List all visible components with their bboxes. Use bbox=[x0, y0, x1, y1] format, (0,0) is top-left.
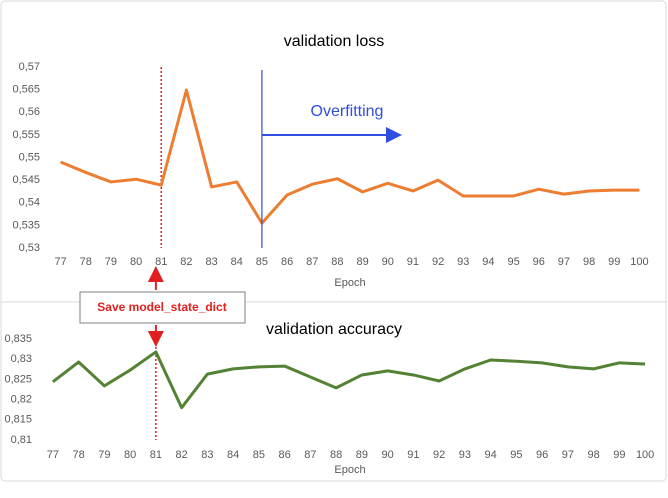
x-tick-label: 80 bbox=[124, 449, 136, 461]
save-box bbox=[79, 291, 246, 324]
x-tick-label: 83 bbox=[205, 256, 217, 268]
y-tick-label: 0,835 bbox=[4, 333, 32, 345]
x-tick-label: 91 bbox=[407, 256, 419, 268]
x-tick-label: 85 bbox=[253, 449, 265, 461]
x-tick-label: 78 bbox=[73, 449, 85, 461]
y-tick-label: 0,825 bbox=[4, 373, 32, 385]
y-tick-label: 0,82 bbox=[11, 394, 32, 406]
y-tick-label: 0,54 bbox=[19, 197, 40, 209]
x-tick-label: 81 bbox=[150, 449, 162, 461]
x-tick-label: 79 bbox=[105, 256, 117, 268]
x-tick-label: 94 bbox=[485, 449, 497, 461]
x-tick-label: 98 bbox=[588, 449, 600, 461]
x-tick-label: 97 bbox=[558, 256, 570, 268]
y-tick-label: 0,815 bbox=[4, 414, 32, 426]
x-tick-label: 82 bbox=[176, 449, 188, 461]
x-tick-label: 89 bbox=[356, 256, 368, 268]
x-tick-label: 78 bbox=[80, 256, 92, 268]
x-tick-label: 77 bbox=[54, 256, 66, 268]
x-tick-label: 92 bbox=[432, 256, 444, 268]
x-tick-label: 77 bbox=[47, 449, 59, 461]
x-tick-label: 88 bbox=[331, 256, 343, 268]
x-tick-label: 82 bbox=[180, 256, 192, 268]
x-tick-label: 92 bbox=[433, 449, 445, 461]
x-tick-label: 97 bbox=[562, 449, 574, 461]
x-axis-label: Epoch bbox=[334, 277, 365, 289]
y-tick-label: 0,545 bbox=[12, 174, 40, 186]
x-tick-label: 96 bbox=[536, 449, 548, 461]
x-tick-label: 98 bbox=[583, 256, 595, 268]
y-tick-label: 0,81 bbox=[11, 434, 32, 446]
x-tick-label: 87 bbox=[304, 449, 316, 461]
outer-frame bbox=[0, 0, 667, 482]
x-tick-label: 91 bbox=[407, 449, 419, 461]
chart-title: validation accuracy bbox=[266, 321, 402, 338]
chart-title: validation loss bbox=[284, 33, 385, 50]
x-tick-label: 99 bbox=[608, 256, 620, 268]
x-tick-label: 100 bbox=[636, 449, 654, 461]
x-tick-label: 94 bbox=[482, 256, 494, 268]
x-tick-label: 80 bbox=[130, 256, 142, 268]
line-series bbox=[51, 350, 646, 410]
x-tick-label: 90 bbox=[382, 449, 394, 461]
x-tick-label: 99 bbox=[613, 449, 625, 461]
x-tick-label: 95 bbox=[510, 449, 522, 461]
x-tick-label: 84 bbox=[231, 256, 243, 268]
y-tick-label: 0,57 bbox=[19, 61, 40, 73]
x-tick-label: 87 bbox=[306, 256, 318, 268]
x-tick-label: 86 bbox=[279, 449, 291, 461]
save-label: Save model_state_dict bbox=[97, 300, 226, 314]
x-axis-label: Epoch bbox=[334, 464, 365, 476]
x-tick-label: 93 bbox=[457, 256, 469, 268]
y-tick-label: 0,565 bbox=[12, 84, 40, 96]
x-tick-label: 81 bbox=[155, 256, 167, 268]
line-series bbox=[60, 88, 640, 225]
x-tick-label: 89 bbox=[356, 449, 368, 461]
y-tick-label: 0,55 bbox=[19, 151, 40, 163]
x-tick-label: 84 bbox=[227, 449, 239, 461]
x-tick-label: 79 bbox=[98, 449, 110, 461]
x-tick-label: 88 bbox=[330, 449, 342, 461]
x-tick-label: 96 bbox=[533, 256, 545, 268]
x-tick-label: 95 bbox=[507, 256, 519, 268]
overfit-label: Overfitting bbox=[311, 103, 384, 120]
x-tick-label: 90 bbox=[382, 256, 394, 268]
x-tick-label: 83 bbox=[201, 449, 213, 461]
y-tick-label: 0,555 bbox=[12, 129, 40, 141]
x-tick-label: 100 bbox=[630, 256, 648, 268]
y-tick-label: 0,56 bbox=[19, 106, 40, 118]
x-tick-label: 86 bbox=[281, 256, 293, 268]
x-tick-label: 93 bbox=[459, 449, 471, 461]
y-tick-label: 0,535 bbox=[12, 219, 40, 231]
y-tick-label: 0,83 bbox=[11, 353, 32, 365]
x-tick-label: 85 bbox=[256, 256, 268, 268]
y-tick-label: 0,53 bbox=[19, 242, 40, 254]
